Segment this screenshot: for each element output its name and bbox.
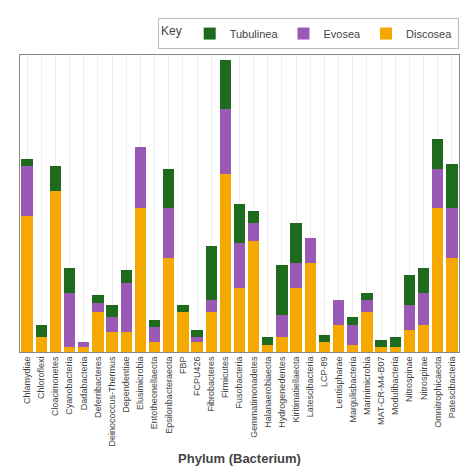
svg-text:Fusobacteria: Fusobacteria <box>234 357 244 409</box>
svg-text:Omnitrophicaeota: Omnitrophicaeota <box>433 357 443 428</box>
svg-text:Modulibacteria: Modulibacteria <box>390 357 400 416</box>
svg-text:Gemmatimonadetes: Gemmatimonadetes <box>249 356 259 438</box>
svg-text:LCP-89: LCP-89 <box>319 357 329 388</box>
svg-text:Tubulinea: Tubulinea <box>230 28 279 40</box>
svg-text:FBP: FBP <box>178 357 188 375</box>
svg-text:Chlamydiae: Chlamydiae <box>22 357 32 405</box>
svg-text:Dadabacteria: Dadabacteria <box>79 357 89 411</box>
svg-text:Firmicutes: Firmicutes <box>220 356 230 398</box>
svg-text:Fibrobacteres: Fibrobacteres <box>206 356 216 412</box>
svg-text:Nitrospirae: Nitrospirae <box>419 357 429 401</box>
svg-text:Epsilonbacteraeota: Epsilonbacteraeota <box>164 357 174 434</box>
svg-text:Cyanobacteria: Cyanobacteria <box>64 357 74 415</box>
svg-text:Deferribacteres: Deferribacteres <box>93 356 103 418</box>
svg-text:Chloroflexi: Chloroflexi <box>36 357 46 400</box>
svg-text:Dependentiae: Dependentiae <box>121 357 131 413</box>
svg-text:Halanaerobiaeota: Halanaerobiaeota <box>263 357 273 428</box>
svg-text:MAT-CR-M4-B07: MAT-CR-M4-B07 <box>376 357 386 425</box>
svg-text:Kiritimatiellaeota: Kiritimatiellaeota <box>291 357 301 423</box>
svg-text:Latescibacteria: Latescibacteria <box>305 357 315 418</box>
svg-text:Cloacimonetes: Cloacimonetes <box>50 356 60 416</box>
svg-text:Key: Key <box>161 24 182 38</box>
svg-text:Entotheonellaeota: Entotheonellaeota <box>149 357 159 430</box>
svg-text:Elusimicrobia: Elusimicrobia <box>135 357 145 411</box>
svg-text:Evosea: Evosea <box>323 28 361 40</box>
svg-text:Deinococcus-Thermus: Deinococcus-Thermus <box>107 356 117 447</box>
svg-text:Marinimicrobia: Marinimicrobia <box>362 357 372 416</box>
svg-text:Discosea: Discosea <box>406 28 452 40</box>
svg-text:Nitrospinae: Nitrospinae <box>404 357 414 403</box>
svg-text:Lentispharae: Lentispharae <box>334 357 344 409</box>
svg-text:Phylum (Bacterium): Phylum (Bacterium) <box>178 451 301 466</box>
svg-text:Hydrogenedentes: Hydrogenedentes <box>277 356 287 428</box>
svg-text:Margulisbacteria: Margulisbacteria <box>348 357 358 423</box>
svg-text:Patescibacteria: Patescibacteria <box>447 357 457 419</box>
svg-text:FCPU426: FCPU426 <box>192 357 202 397</box>
